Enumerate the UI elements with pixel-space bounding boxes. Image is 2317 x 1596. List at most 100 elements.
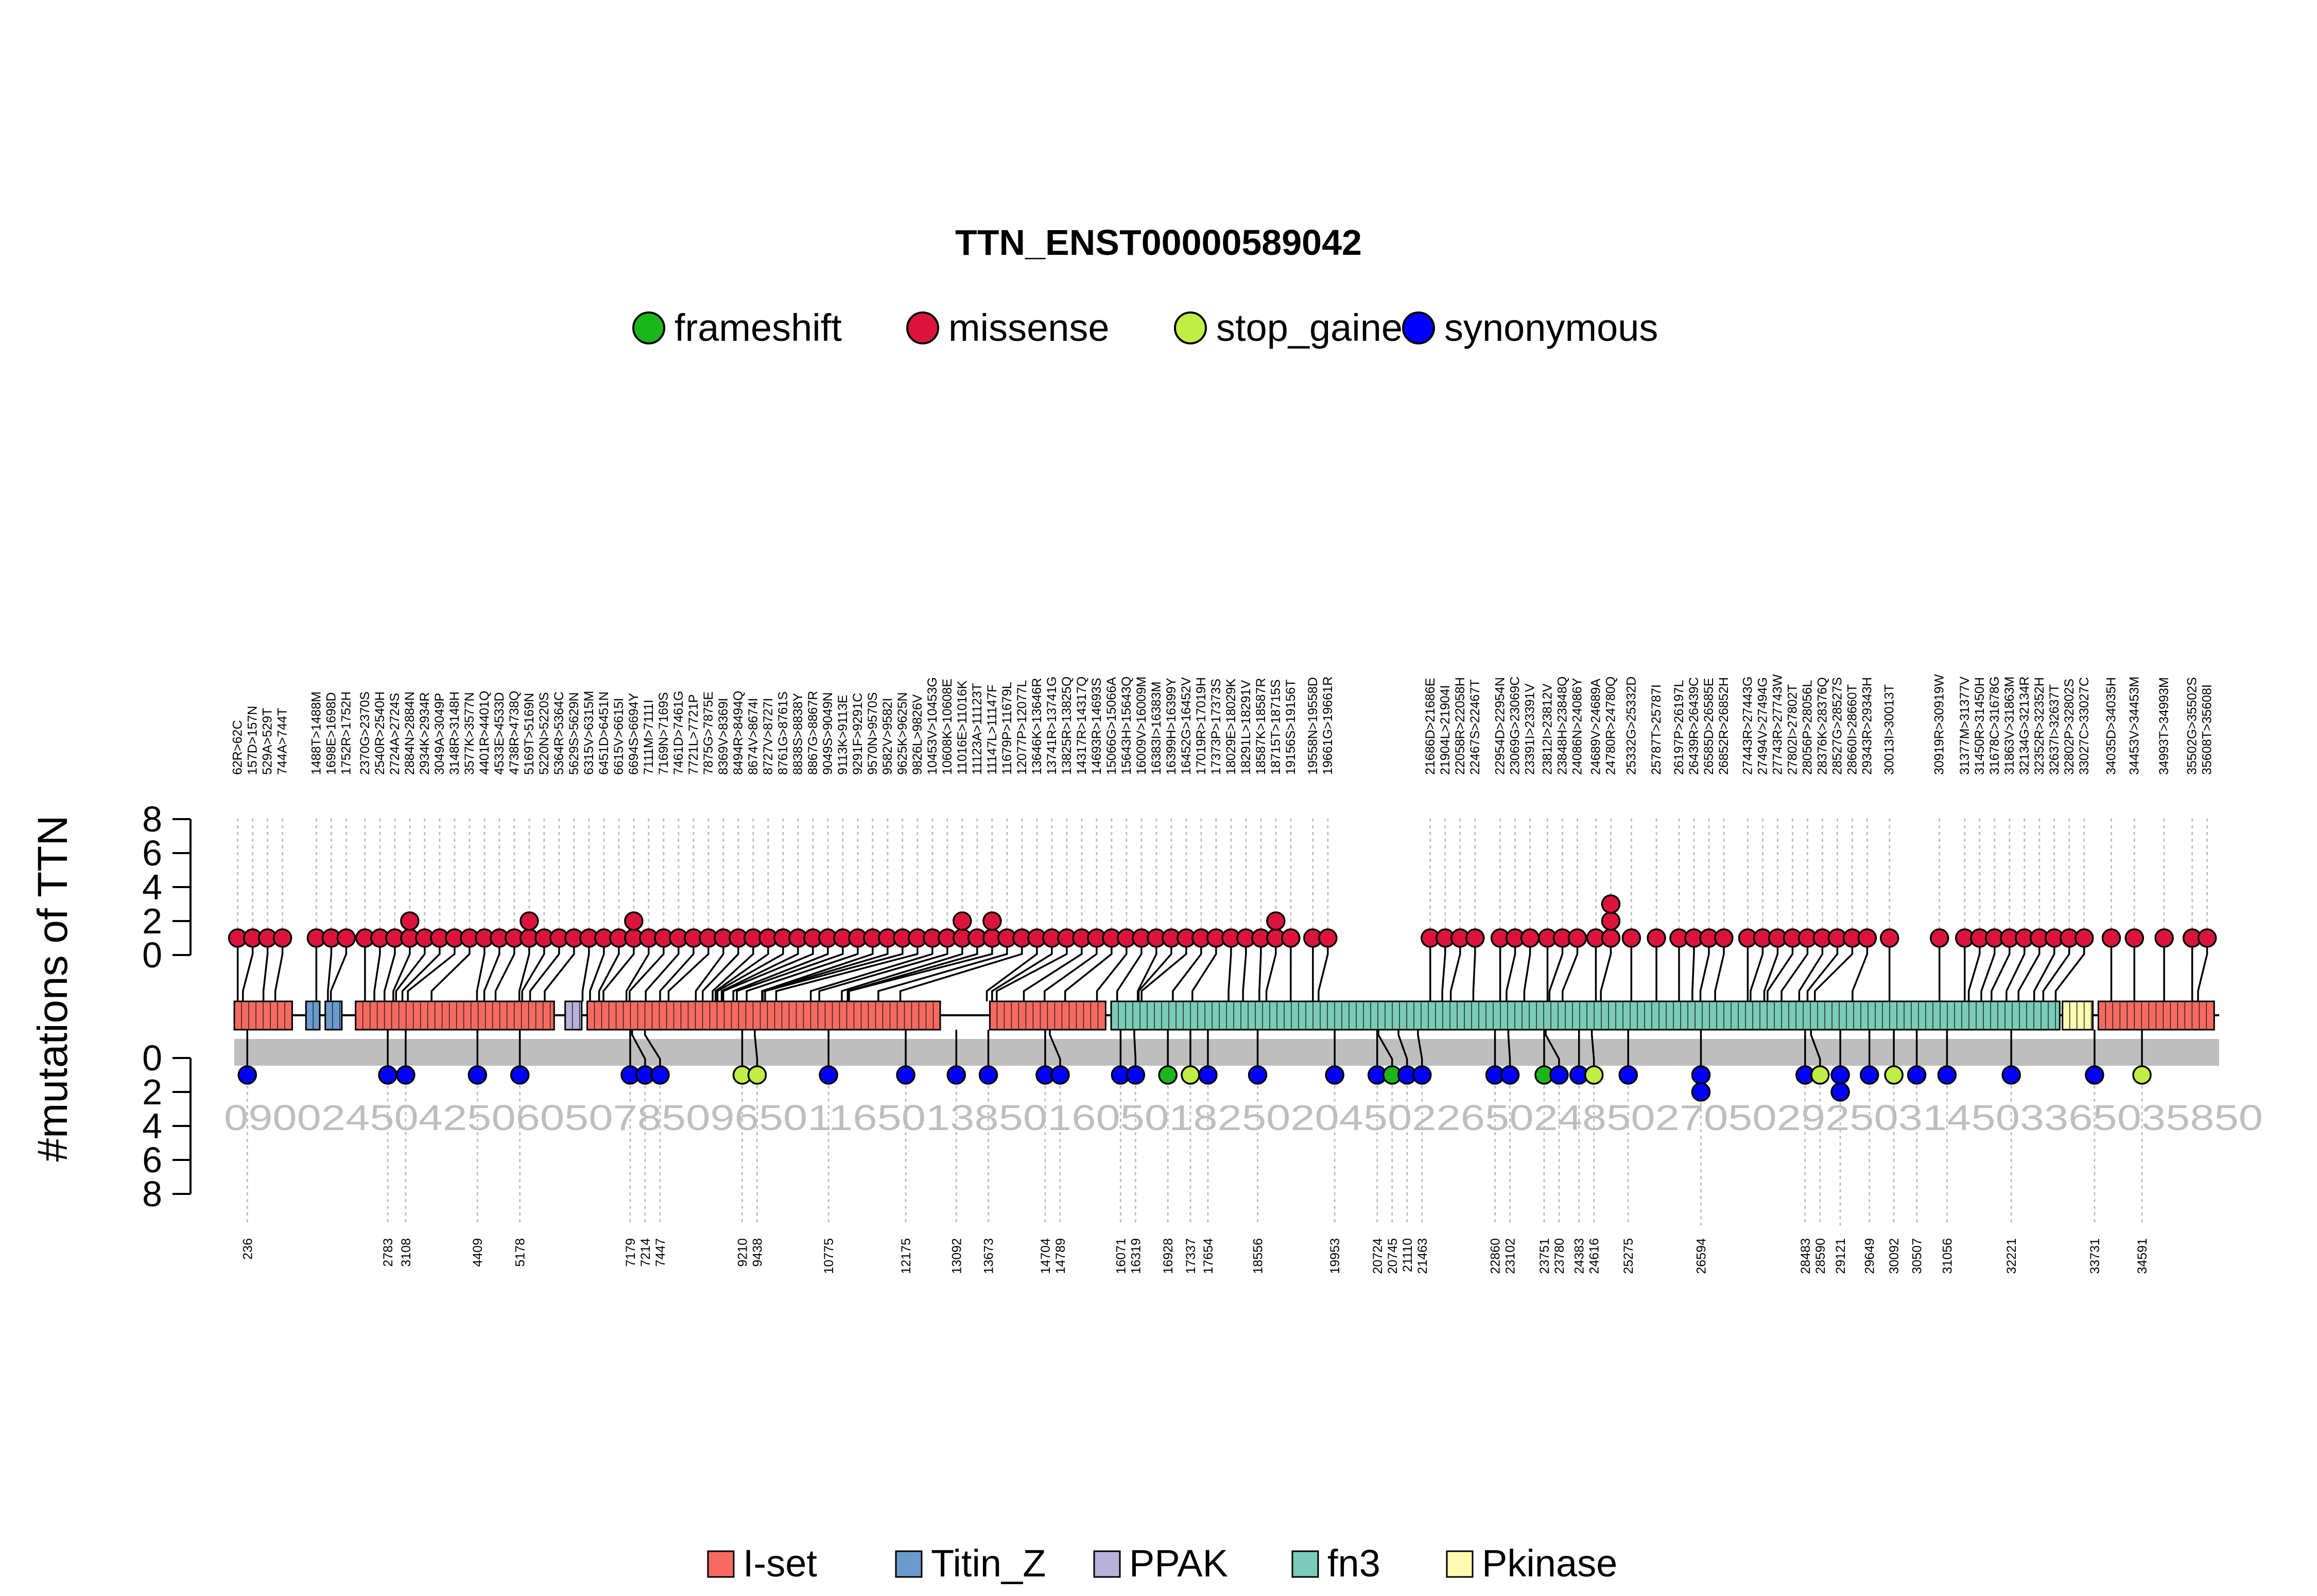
lollipop-head: [1937, 1065, 1957, 1085]
lollipop-stem: [1763, 938, 1779, 1001]
mutation-label: 24689V>24689A: [1588, 679, 1603, 775]
mutation-label: 23812I>23812V: [1541, 683, 1555, 775]
mutation-label: 2783: [381, 1238, 395, 1267]
lollipop-stem: [330, 938, 348, 1001]
lollipop-head: [896, 1065, 915, 1085]
mutation-lower-23751: 23751: [1534, 1030, 1554, 1274]
lollipop-head: [2154, 928, 2174, 948]
lollipop-head: [1050, 1065, 1070, 1085]
lollipop-head: [946, 1065, 966, 1085]
mutation-label: 14704: [1039, 1238, 1053, 1274]
domain-I-set: [2097, 1000, 2215, 1031]
mutation-label: 33731: [2088, 1238, 2102, 1274]
mutation-lower-21463: 21463: [1412, 1030, 1432, 1274]
mutation-lower-13673: 13673: [978, 1030, 998, 1274]
mutation-upper-12077P>12077L: 12077P>12077L: [899, 680, 1032, 1001]
mutation-label: 236: [240, 1238, 255, 1260]
mutation-lower-18556: 18556: [1248, 1030, 1268, 1274]
lollipop-head: [1714, 928, 1734, 948]
mutation-label: 5220N>5220S: [537, 692, 551, 775]
legend-label-frameshift: frameshift: [675, 306, 842, 349]
mutation-label: 22058R>22058H: [1453, 677, 1467, 775]
mutation-label: 17654: [1201, 1238, 1216, 1274]
domain-fn3: [1110, 1000, 2061, 1031]
mutation-upper-9113K>9113E: 9113K>9113E: [736, 695, 853, 1001]
mutation-type-legend: frameshift missense stop_gained synonymous: [632, 306, 1658, 349]
legend-swatch-stop_gained: [1174, 311, 1207, 344]
mutation-upper-30919R>30919W: 30919R>30919W: [1929, 674, 1949, 1001]
mutation-label: 17373P>17373S: [1209, 679, 1223, 775]
mutation-upper-8494R>8494Q: 8494R>8494Q: [702, 691, 748, 1001]
mutation-label: 529A>529T: [261, 708, 275, 775]
mutation-lower-24383: 24383: [1569, 1030, 1589, 1274]
domain-rect-PPAK: [564, 1000, 583, 1031]
mutation-label: 2540R>2540H: [373, 691, 387, 775]
legend-item-synonymous: synonymous: [1402, 306, 1658, 349]
mutation-label: 16319: [1129, 1238, 1143, 1274]
mutation-lower-30507: 30507: [1907, 1030, 1927, 1274]
lollipop-head: [1325, 1065, 1344, 1085]
mutation-label: 28660I>28660T: [1845, 684, 1859, 775]
mutation-label: 31450R>31450H: [1973, 677, 1987, 775]
mutation-label: 11016E>11016K: [955, 680, 970, 775]
mutation-lower-16928: 16928: [1158, 1030, 1178, 1274]
lollipop-head: [468, 1065, 487, 1085]
mutation-upper-9570N>9570S: 9570N>9570S: [761, 692, 883, 1001]
y-tick-label: 4: [142, 1106, 162, 1146]
legend-swatch-Pkinase: [1446, 1550, 1474, 1578]
mutation-upper-1698E>1698D: 1698E>1698D: [321, 692, 341, 1001]
mutation-label: 13673: [982, 1238, 996, 1274]
mutation-label: 29649: [1863, 1238, 1877, 1274]
mutation-label: 28483: [1799, 1238, 1813, 1274]
mutation-label: 157D>157N: [246, 706, 260, 775]
mutation-upper-26197P>26197L: 26197P>26197L: [1669, 680, 1689, 1001]
lollipop-stem: [1852, 938, 1869, 1001]
mutation-label: 32352R>32352H: [2032, 677, 2047, 775]
lollipop-stem: [1814, 938, 1854, 1001]
lollipop-head: [1500, 1065, 1520, 1085]
mutation-lower-22860: 22860: [1485, 1030, 1505, 1274]
legend-item-Titin_Z: Titin_Z: [895, 1542, 1046, 1585]
lollipop-head: [624, 911, 644, 931]
mutation-upper-13825R>13825Q: 13825R>13825Q: [996, 676, 1077, 1001]
mutation-upper-24086N>24086Y: 24086N>24086Y: [1562, 678, 1587, 1001]
domain-PPAK: [564, 1000, 583, 1031]
lollipop-head: [1601, 894, 1621, 914]
mutation-upper-7721L>7721P: 7721L>7721P: [659, 695, 703, 1001]
mutation-label: 18029E>18029K: [1224, 679, 1238, 775]
mutation-upper-18291L>18291V: 18291L>18291V: [1236, 680, 1256, 1001]
mutation-label: 34591: [2135, 1238, 2150, 1274]
position-tick-labels: 0900245042506050785096501165013850160501…: [224, 1098, 2263, 1138]
mutation-label: 27802I>27802T: [1785, 684, 1800, 775]
lollipop-head: [982, 911, 1002, 931]
y-axis-label: #mutations of TTN: [29, 816, 76, 1162]
mutation-label: 14693R>14693S: [1090, 678, 1104, 775]
mutation-label: 5629S>5629N: [567, 692, 581, 775]
legend-label-synonymous: synonymous: [1444, 306, 1658, 349]
mutation-lower-14789: 14789: [1049, 1030, 1070, 1274]
mutation-label: 34035D>34035H: [2104, 677, 2118, 775]
legend-swatch-Titin_Z: [895, 1550, 923, 1578]
mutation-lower-28590: 28590: [1810, 1030, 1830, 1274]
mutation-upper-27494V>27494G: 27494V>27494G: [1750, 677, 1773, 1001]
mutation-lower-33731: 33731: [2085, 1030, 2104, 1274]
mutation-lower-30092: 30092: [1884, 1030, 1904, 1274]
mutation-upper-24689V>24689A: 24689V>24689A: [1586, 679, 1606, 1001]
mutation-upper-21904L>21904I: 21904L>21904I: [1436, 685, 1455, 1001]
mutation-label: 5178: [513, 1238, 528, 1267]
mutation-upper-8867G>8867R: 8867G>8867R: [722, 691, 823, 1001]
lollipop-stem: [1562, 938, 1579, 1001]
mutation-label: 9049S>9049N: [821, 692, 835, 775]
mutation-upper-4533E>4533D: 4533E>4533D: [483, 692, 509, 1001]
mutation-upper-26439R>26439C: 26439R>26439C: [1684, 677, 1704, 1001]
mutation-label: 30919R>30919W: [1932, 674, 1947, 775]
mutation-upper-31678C>31678G: 31678C>31678G: [1980, 676, 2004, 1001]
mutation-label: 7111M>7111I: [642, 700, 656, 775]
mutation-lower-3108: 3108: [396, 1030, 416, 1267]
mutation-label: 35502G>35502S: [2185, 677, 2200, 775]
mutation-label: 6694S>6694Y: [627, 692, 641, 775]
mutation-label: 9291F>9291C: [851, 693, 865, 775]
mutation-lower-26594: 26594: [1691, 1030, 1711, 1274]
mutation-label: 23751: [1537, 1238, 1552, 1274]
